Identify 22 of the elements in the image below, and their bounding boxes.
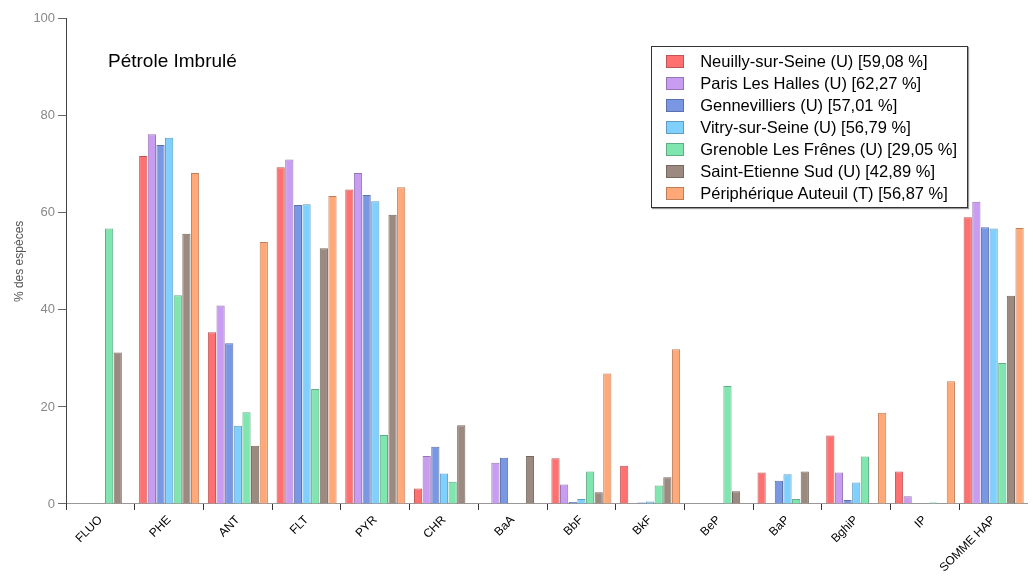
legend-label: Neuilly-sur-Seine (U) [59,08 %] — [700, 51, 928, 72]
legend-label: Paris Les Halles (U) [62,27 %] — [700, 73, 922, 94]
y-tick-label: 20 — [40, 398, 56, 414]
y-tick-label: 100 — [33, 10, 56, 26]
y-tick-label: 60 — [40, 204, 56, 220]
x-tick-label: FLT — [286, 512, 312, 537]
y-tick-label: 80 — [40, 107, 56, 123]
x-tick-label: IP — [911, 512, 930, 531]
y-tick-label: 40 — [40, 301, 56, 317]
legend-label: Saint-Etienne Sud (U) [42,89 %] — [700, 161, 935, 182]
text: Pétrole Imbrulé — [108, 50, 237, 72]
y-tick-label: 0 — [47, 495, 56, 511]
x-tick-label: BaP — [766, 512, 792, 539]
legend-label: Gennevilliers (U) [57,01 %] — [700, 95, 898, 116]
x-tick-label: BaA — [491, 512, 518, 539]
legend-label: Périphérique Auteuil (T) [56,87 %] — [700, 183, 948, 204]
y-axis-title: % des espèces — [11, 220, 26, 303]
legend-label: Grenoble Les Frênes (U) [29,05 %] — [700, 139, 957, 160]
x-tick-label: BeP — [697, 512, 724, 539]
x-tick-label: BkF — [629, 512, 655, 538]
legend-label: Vitry-sur-Seine (U) [56,79 %] — [700, 117, 911, 138]
x-tick-label: BbF — [560, 512, 586, 539]
